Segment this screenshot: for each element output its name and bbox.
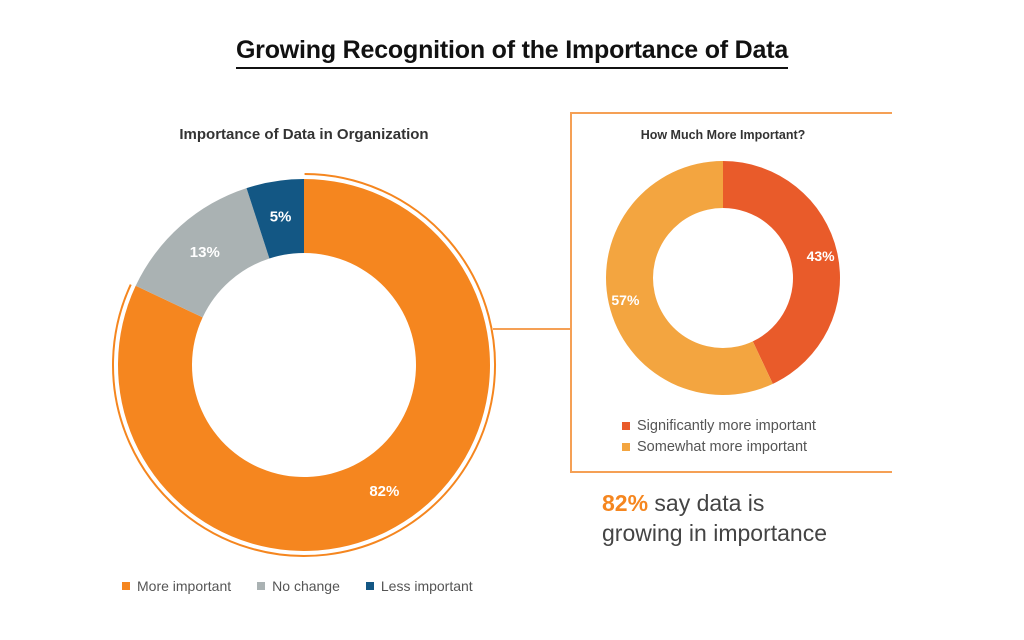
data-label: 13% [190, 244, 220, 261]
left-legend: More important No change Less important [122, 578, 499, 594]
legend-label: No change [272, 578, 340, 594]
data-label: 43% [807, 248, 836, 264]
page-title: Growing Recognition of the Importance of… [0, 36, 1024, 69]
legend-swatch-significantly [622, 422, 630, 430]
callout-line2: growing in importance [602, 520, 828, 546]
data-label: 57% [611, 292, 640, 308]
donut-slice-no-change [135, 188, 270, 318]
legend-item-somewhat: Somewhat more important [622, 439, 807, 455]
left-chart-title: Importance of Data in Organization [179, 126, 429, 143]
legend-label: Significantly more important [637, 418, 816, 434]
callout-highlight: 82% [602, 490, 649, 516]
left-donut-chart: 82% 13% 5% [117, 179, 490, 551]
callout-line1: say data is [648, 490, 765, 516]
highlight-arc [112, 173, 496, 557]
legend-swatch-no-change [257, 582, 266, 590]
detail-box-border [570, 112, 892, 473]
legend-swatch-less-important [365, 582, 374, 590]
data-label: 5% [270, 208, 292, 225]
data-label: 82% [369, 483, 399, 500]
legend-item-more-important: More important [122, 578, 231, 594]
right-legend: Significantly more important Somewhat mo… [622, 418, 816, 460]
donut-slice-less-important [246, 179, 304, 259]
legend-swatch-more-important [122, 582, 130, 590]
legend-label: More important [137, 578, 232, 594]
legend-swatch-somewhat [622, 443, 630, 451]
legend-label: Less important [380, 578, 473, 594]
right-donut-chart: 43% 57% [606, 161, 840, 395]
legend-item-significantly: Significantly more important [622, 418, 816, 434]
legend-item-less-important: Less important [365, 578, 473, 594]
donut-slice-somewhat-more-important [606, 161, 773, 395]
right-chart-title: How Much More Important? [640, 128, 806, 142]
legend-label: Somewhat more important [637, 439, 808, 455]
donut-slice-significantly-more-important [723, 161, 840, 384]
donut-slice-more-important [117, 179, 490, 551]
legend-item-no-change: No change [257, 578, 340, 594]
callout-text: 82% say data is growing in importance [602, 488, 827, 548]
page-title-text: Growing Recognition of the Importance of… [235, 36, 788, 69]
